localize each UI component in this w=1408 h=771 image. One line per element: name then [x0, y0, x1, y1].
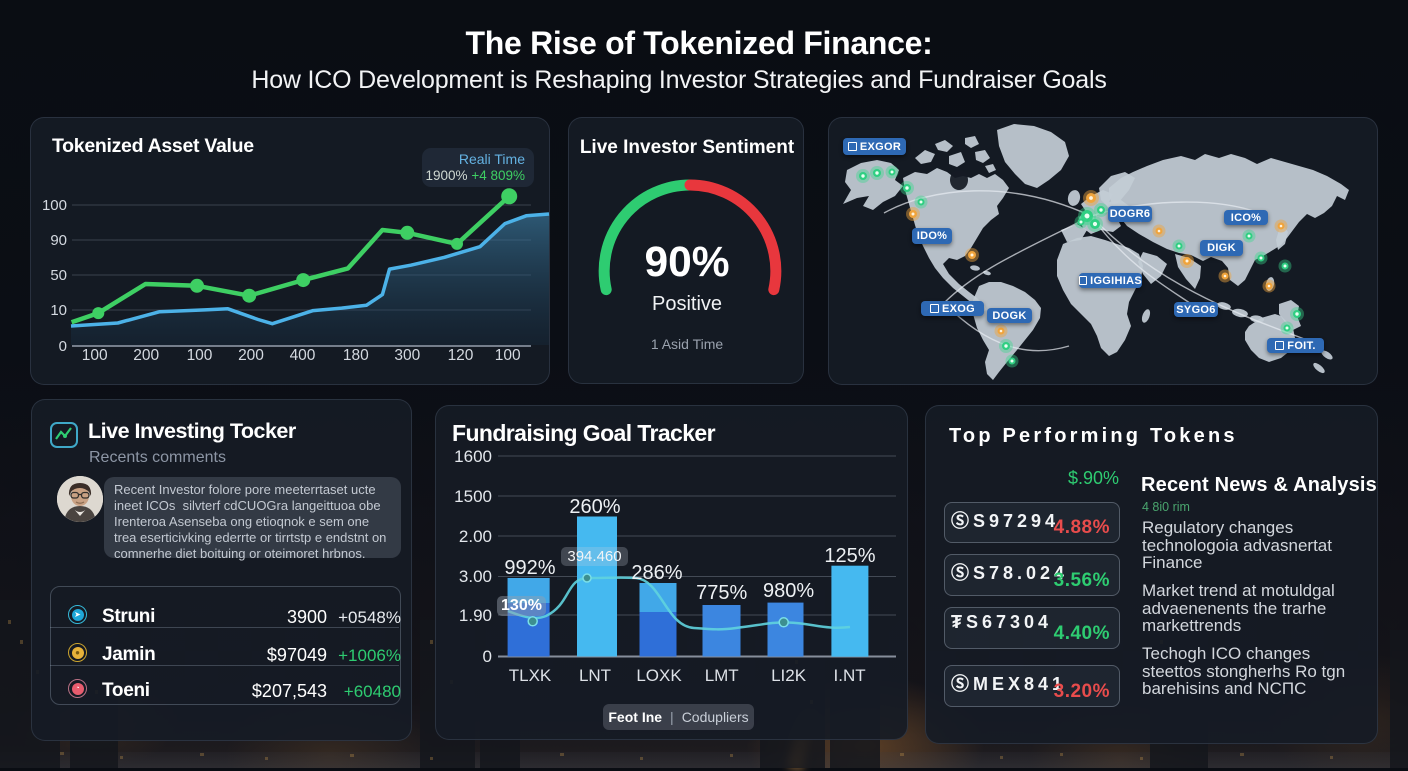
- svg-text:1.90: 1.90: [459, 606, 492, 625]
- svg-text:200: 200: [133, 347, 159, 364]
- svg-text:0: 0: [483, 647, 492, 666]
- svg-text:125%: 125%: [824, 545, 875, 567]
- svg-text:100: 100: [42, 197, 67, 214]
- svg-text:1500: 1500: [454, 487, 492, 506]
- svg-text:90: 90: [50, 232, 67, 249]
- svg-text:TLXK: TLXK: [509, 666, 552, 685]
- svg-text:260%: 260%: [569, 496, 620, 518]
- svg-text:50: 50: [50, 267, 67, 284]
- svg-text:I.NT: I.NT: [834, 666, 866, 685]
- svg-text:100: 100: [495, 347, 521, 364]
- svg-text:100: 100: [82, 347, 108, 364]
- svg-text:775%: 775%: [696, 582, 747, 604]
- svg-text:980%: 980%: [763, 580, 814, 602]
- svg-text:LI2K: LI2K: [771, 666, 807, 685]
- svg-text:180: 180: [343, 347, 369, 364]
- svg-text:400: 400: [290, 347, 316, 364]
- svg-text:992%: 992%: [504, 557, 555, 579]
- svg-text:2.00: 2.00: [459, 527, 492, 546]
- svg-text:LNT: LNT: [579, 666, 611, 685]
- svg-text:286%: 286%: [631, 562, 682, 584]
- svg-text:120: 120: [448, 347, 474, 364]
- svg-text:300: 300: [394, 347, 420, 364]
- svg-text:3.00: 3.00: [459, 567, 492, 586]
- svg-text:100: 100: [187, 347, 213, 364]
- svg-text:LMT: LMT: [705, 666, 739, 685]
- svg-text:1600: 1600: [454, 447, 492, 466]
- svg-text:200: 200: [238, 347, 264, 364]
- svg-text:10: 10: [50, 302, 67, 319]
- svg-text:0: 0: [59, 338, 67, 355]
- svg-text:LOXK: LOXK: [636, 666, 682, 685]
